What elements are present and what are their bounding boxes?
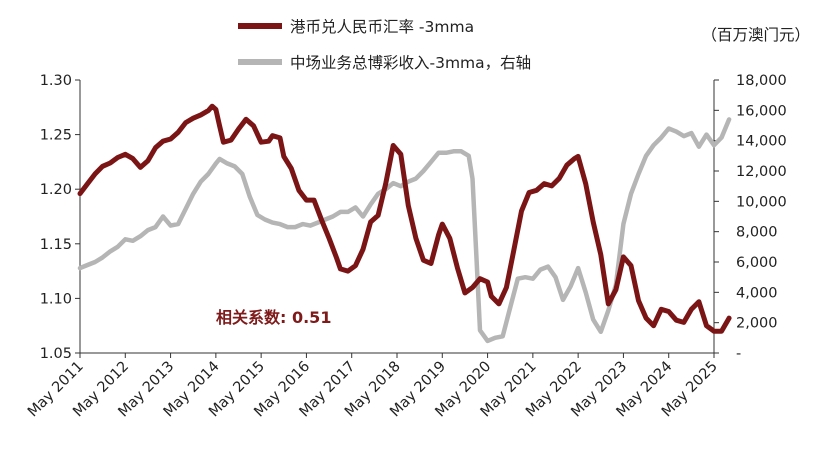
left-axis-ticks: 1.05 1.10 1.15 1.20 1.25 1.30 xyxy=(40,73,80,362)
right-tick-label: 8,000 xyxy=(736,225,778,241)
left-tick-label: 1.30 xyxy=(40,73,72,89)
correlation-annotation: 相关系数: 0.51 xyxy=(216,308,331,327)
right-tick-label: 16,000 xyxy=(736,103,787,119)
right-tick-label: 14,000 xyxy=(736,134,787,150)
legend-label-exchange-rate: 港币兑人民币汇率 -3mma xyxy=(290,18,474,36)
right-tick-label: 2,000 xyxy=(736,316,778,332)
left-tick-label: 1.05 xyxy=(40,346,72,362)
right-tick-label: 4,000 xyxy=(736,285,778,301)
right-tick-label: 12,000 xyxy=(736,164,787,180)
legend-label-gaming-revenue: 中场业务总博彩收入-3mma，右轴 xyxy=(290,54,531,72)
right-tick-label: 10,000 xyxy=(736,194,787,210)
left-tick-label: 1.20 xyxy=(40,182,72,198)
right-axis-unit-label: （百万澳门元） xyxy=(701,26,810,44)
right-tick-label: 18,000 xyxy=(736,73,787,89)
right-tick-label: 6,000 xyxy=(736,255,778,271)
right-axis-ticks: - 2,000 4,000 6,000 8,000 10,000 12,000 14,000 1… xyxy=(714,73,787,362)
axes xyxy=(79,80,715,354)
left-tick-label: 1.15 xyxy=(40,237,72,253)
right-tick-label: - xyxy=(736,346,741,362)
left-tick-label: 1.25 xyxy=(40,128,72,144)
series-line-gaming-revenue xyxy=(77,117,732,344)
left-tick-label: 1.10 xyxy=(40,291,72,307)
series-line-exchange-rate xyxy=(77,103,732,334)
series-layer xyxy=(77,103,732,344)
legend: 港币兑人民币汇率 -3mma 中场业务总博彩收入-3mma，右轴 xyxy=(238,18,531,72)
